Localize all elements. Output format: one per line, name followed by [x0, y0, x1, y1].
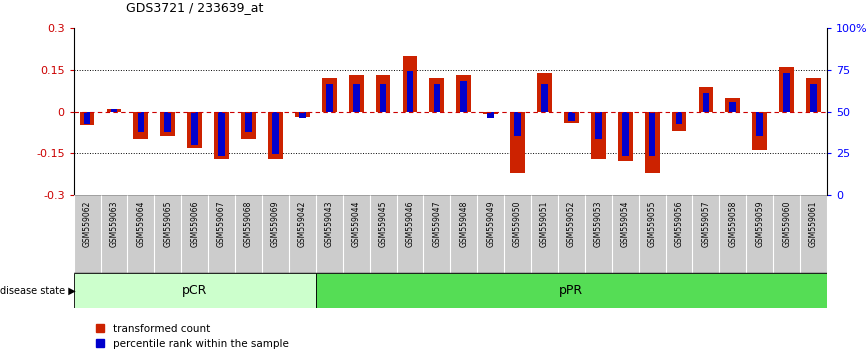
Text: GSM559048: GSM559048 — [459, 201, 469, 247]
Text: GSM559044: GSM559044 — [352, 201, 360, 247]
Text: GSM559060: GSM559060 — [782, 201, 792, 247]
Bar — [316, 273, 827, 308]
Bar — [245, 112, 252, 132]
Bar — [352, 84, 359, 112]
Text: GSM559043: GSM559043 — [325, 201, 333, 247]
Bar — [811, 84, 817, 112]
Text: GSM559042: GSM559042 — [298, 201, 307, 247]
Bar — [160, 112, 175, 137]
Bar — [214, 112, 229, 159]
Text: GSM559061: GSM559061 — [809, 201, 818, 247]
Text: GSM559054: GSM559054 — [621, 201, 630, 247]
Text: GSM559046: GSM559046 — [405, 201, 415, 247]
Bar — [591, 112, 605, 159]
Text: GSM559057: GSM559057 — [701, 201, 710, 247]
Text: GSM559050: GSM559050 — [513, 201, 522, 247]
Bar — [806, 78, 821, 112]
Bar — [483, 112, 498, 114]
Bar — [779, 67, 794, 112]
Bar — [349, 75, 364, 112]
Bar — [434, 84, 440, 112]
Bar — [541, 84, 548, 112]
Text: GSM559056: GSM559056 — [675, 201, 683, 247]
Bar — [729, 102, 736, 112]
Text: pPR: pPR — [559, 284, 584, 297]
Text: GSM559058: GSM559058 — [728, 201, 737, 247]
Bar — [191, 112, 198, 145]
Text: GSM559064: GSM559064 — [136, 201, 145, 247]
Bar — [537, 73, 552, 112]
Bar — [564, 112, 578, 122]
Bar — [376, 75, 391, 112]
Bar — [488, 112, 494, 119]
Bar — [456, 75, 471, 112]
Bar — [644, 112, 660, 172]
Bar — [107, 109, 121, 112]
Bar — [80, 112, 94, 125]
Bar — [322, 78, 337, 112]
Text: GSM559053: GSM559053 — [594, 201, 603, 247]
Text: GSM559067: GSM559067 — [217, 201, 226, 247]
Text: GSM559068: GSM559068 — [244, 201, 253, 247]
Text: GSM559069: GSM559069 — [271, 201, 280, 247]
Bar — [218, 112, 225, 156]
Bar — [241, 112, 256, 139]
Text: GSM559049: GSM559049 — [486, 201, 495, 247]
Text: GSM559062: GSM559062 — [82, 201, 92, 247]
Bar — [111, 109, 117, 112]
Bar — [133, 112, 148, 139]
Bar — [702, 93, 709, 112]
Bar — [74, 273, 316, 308]
Bar — [617, 112, 633, 161]
Bar — [510, 112, 525, 172]
Bar — [165, 112, 171, 132]
Text: GSM559055: GSM559055 — [648, 201, 656, 247]
Bar — [726, 98, 740, 112]
Text: GDS3721 / 233639_at: GDS3721 / 233639_at — [126, 1, 263, 14]
Text: GSM559065: GSM559065 — [164, 201, 172, 247]
Bar — [672, 112, 687, 131]
Bar — [407, 71, 413, 112]
Bar — [187, 112, 202, 148]
Bar — [84, 112, 90, 124]
Bar — [295, 112, 310, 117]
Bar — [326, 84, 333, 112]
Legend: transformed count, percentile rank within the sample: transformed count, percentile rank withi… — [96, 324, 288, 349]
Text: GSM559045: GSM559045 — [378, 201, 388, 247]
Text: GSM559051: GSM559051 — [540, 201, 549, 247]
Bar — [430, 78, 444, 112]
Bar — [299, 112, 306, 119]
Bar — [268, 112, 283, 159]
Text: GSM559047: GSM559047 — [432, 201, 442, 247]
Text: GSM559059: GSM559059 — [755, 201, 765, 247]
Text: GSM559052: GSM559052 — [567, 201, 576, 247]
Bar — [138, 112, 145, 132]
Bar — [649, 112, 656, 156]
Text: GSM559066: GSM559066 — [191, 201, 199, 247]
Bar — [753, 112, 767, 150]
Bar — [756, 112, 763, 137]
Bar — [595, 112, 602, 139]
Text: pCR: pCR — [182, 284, 207, 297]
Bar — [699, 87, 714, 112]
Bar — [622, 112, 629, 156]
Bar — [784, 73, 790, 112]
Bar — [461, 81, 467, 112]
Bar — [272, 112, 279, 154]
Bar — [403, 56, 417, 112]
Bar — [514, 112, 521, 137]
Text: GSM559063: GSM559063 — [109, 201, 119, 247]
Bar — [379, 84, 386, 112]
Text: disease state ▶: disease state ▶ — [0, 285, 75, 295]
Bar — [568, 112, 575, 121]
Bar — [675, 112, 682, 124]
